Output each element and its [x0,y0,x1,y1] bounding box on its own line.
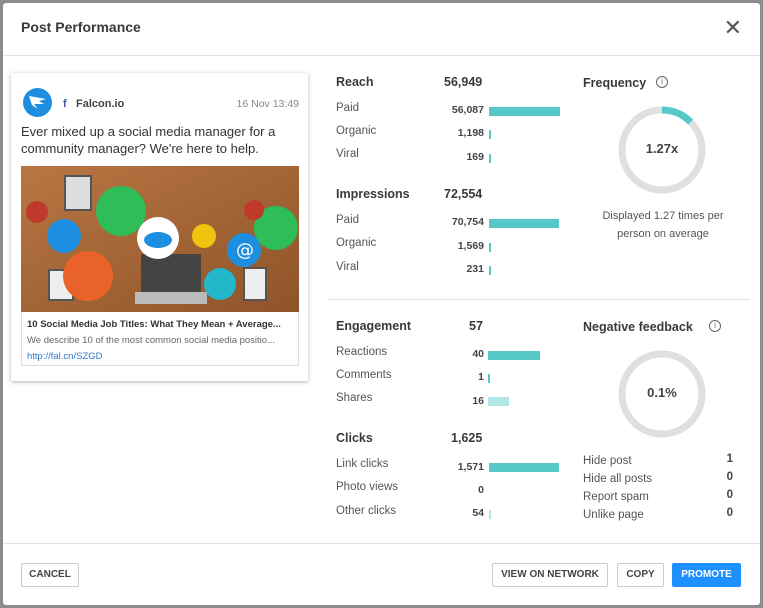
close-icon[interactable]: ✕ [723,15,742,40]
engagement-reactions-value: 40 [472,348,484,360]
hide-all-posts-label: Hide all posts [583,473,653,485]
impressions-paid-value: 70,754 [451,216,484,228]
impressions-organic-label: Organic [336,237,377,249]
negative-ring-track [618,350,706,438]
clicks-other-label: Other clicks [336,505,397,517]
report-spam-value: 0 [726,489,733,501]
link-preview[interactable]: 10 Social Media Job Titles: What They Me… [21,312,299,366]
reach-paid-label: Paid [336,102,360,114]
page-name[interactable]: Falcon.io [76,98,125,110]
post-image-illustration: @ [21,166,299,312]
negative-feedback-title: Negative feedback [583,320,693,334]
hide-post-label: Hide post [583,455,632,467]
promote-button[interactable]: PROMOTE [672,563,741,587]
link-url[interactable]: http://fal.cn/SZGD [27,351,103,362]
frequency-value: 1.27x [645,141,679,156]
hide-post-value: 1 [726,453,733,465]
impressions-label: Impressions [336,187,410,201]
section-divider [327,299,750,300]
engagement-reactions-bar [488,351,540,360]
clicks-label: Clicks [336,431,373,445]
unlike-page-label: Unlike page [583,509,644,521]
engagement-shares-value: 16 [472,395,484,407]
frequency-title: Frequency [583,76,647,90]
clicks-photo-value: 0 [478,484,484,496]
frequency-donut [618,106,706,194]
impressions-viral-label: Viral [336,261,359,273]
impressions-organic-bar [489,243,491,252]
post-performance-modal: Post Performance ✕ f Falcon.io 16 Nov 13… [3,3,760,605]
post-text: Ever mixed up a social media manager for… [21,124,276,156]
impressions-paid-label: Paid [336,214,360,226]
falcon-logo-icon [29,96,46,109]
link-description: We describe 10 of the most common social… [27,335,275,346]
facebook-icon: f [63,98,67,110]
post-date: 16 Nov 13:49 [236,98,299,110]
reach-viral-value: 169 [466,151,484,163]
clicks-total: 1,625 [451,431,483,445]
copy-button[interactable]: COPY [617,563,664,587]
engagement-comments-bar [488,374,490,383]
reach-label: Reach [336,75,374,89]
engagement-shares-label: Shares [336,392,373,404]
clicks-other-value: 54 [472,507,484,519]
engagement-shares-bar [488,397,509,406]
negative-feedback-value: 0.1% [647,385,677,400]
impressions-organic-value: 1,569 [457,240,484,252]
clicks-link-value: 1,571 [457,461,484,473]
clicks-photo-label: Photo views [336,481,399,493]
engagement-comments-value: 1 [478,371,484,383]
reach-organic-label: Organic [336,125,377,137]
reach-paid-value: 56,087 [451,104,484,116]
negative-feedback-donut [618,350,706,438]
reach-organic-bar [489,130,491,139]
engagement-label: Engagement [336,319,412,333]
avatar [23,88,52,117]
modal-header: Post Performance ✕ [3,3,760,56]
reach-viral-bar [489,154,491,163]
frequency-caption: Displayed 1.27 times per person on avera… [602,210,724,240]
svg-text:@: @ [236,240,254,261]
reach-organic-value: 1,198 [457,127,484,139]
modal-footer: CANCEL VIEW ON NETWORK COPY PROMOTE [3,543,760,606]
unlike-page-value: 0 [726,507,733,519]
engagement-total: 57 [469,319,483,333]
modal-title: Post Performance [21,19,141,35]
post-preview-card: f Falcon.io 16 Nov 13:49 Ever mixed up a… [11,73,308,381]
reach-viral-label: Viral [336,148,359,160]
frequency-ring-fill [618,106,706,194]
impressions-viral-value: 231 [466,263,484,275]
clicks-link-bar [489,463,559,472]
hide-all-posts-value: 0 [726,471,733,483]
post-image[interactable]: @ [21,166,299,312]
impressions-viral-bar [489,266,491,275]
engagement-reactions-label: Reactions [336,346,388,358]
reach-total: 56,949 [444,75,483,89]
clicks-other-bar [489,510,491,519]
cancel-button[interactable]: CANCEL [21,563,79,587]
impressions-total: 72,554 [444,187,483,201]
reach-paid-bar [489,107,560,116]
view-on-network-button[interactable]: VIEW ON NETWORK [492,563,608,587]
clicks-link-label: Link clicks [336,458,389,470]
info-icon[interactable]: i [709,320,721,332]
impressions-paid-bar [489,219,559,228]
link-title[interactable]: 10 Social Media Job Titles: What They Me… [27,319,281,330]
info-icon[interactable]: i [656,76,668,88]
report-spam-label: Report spam [583,491,649,503]
engagement-comments-label: Comments [336,369,392,381]
